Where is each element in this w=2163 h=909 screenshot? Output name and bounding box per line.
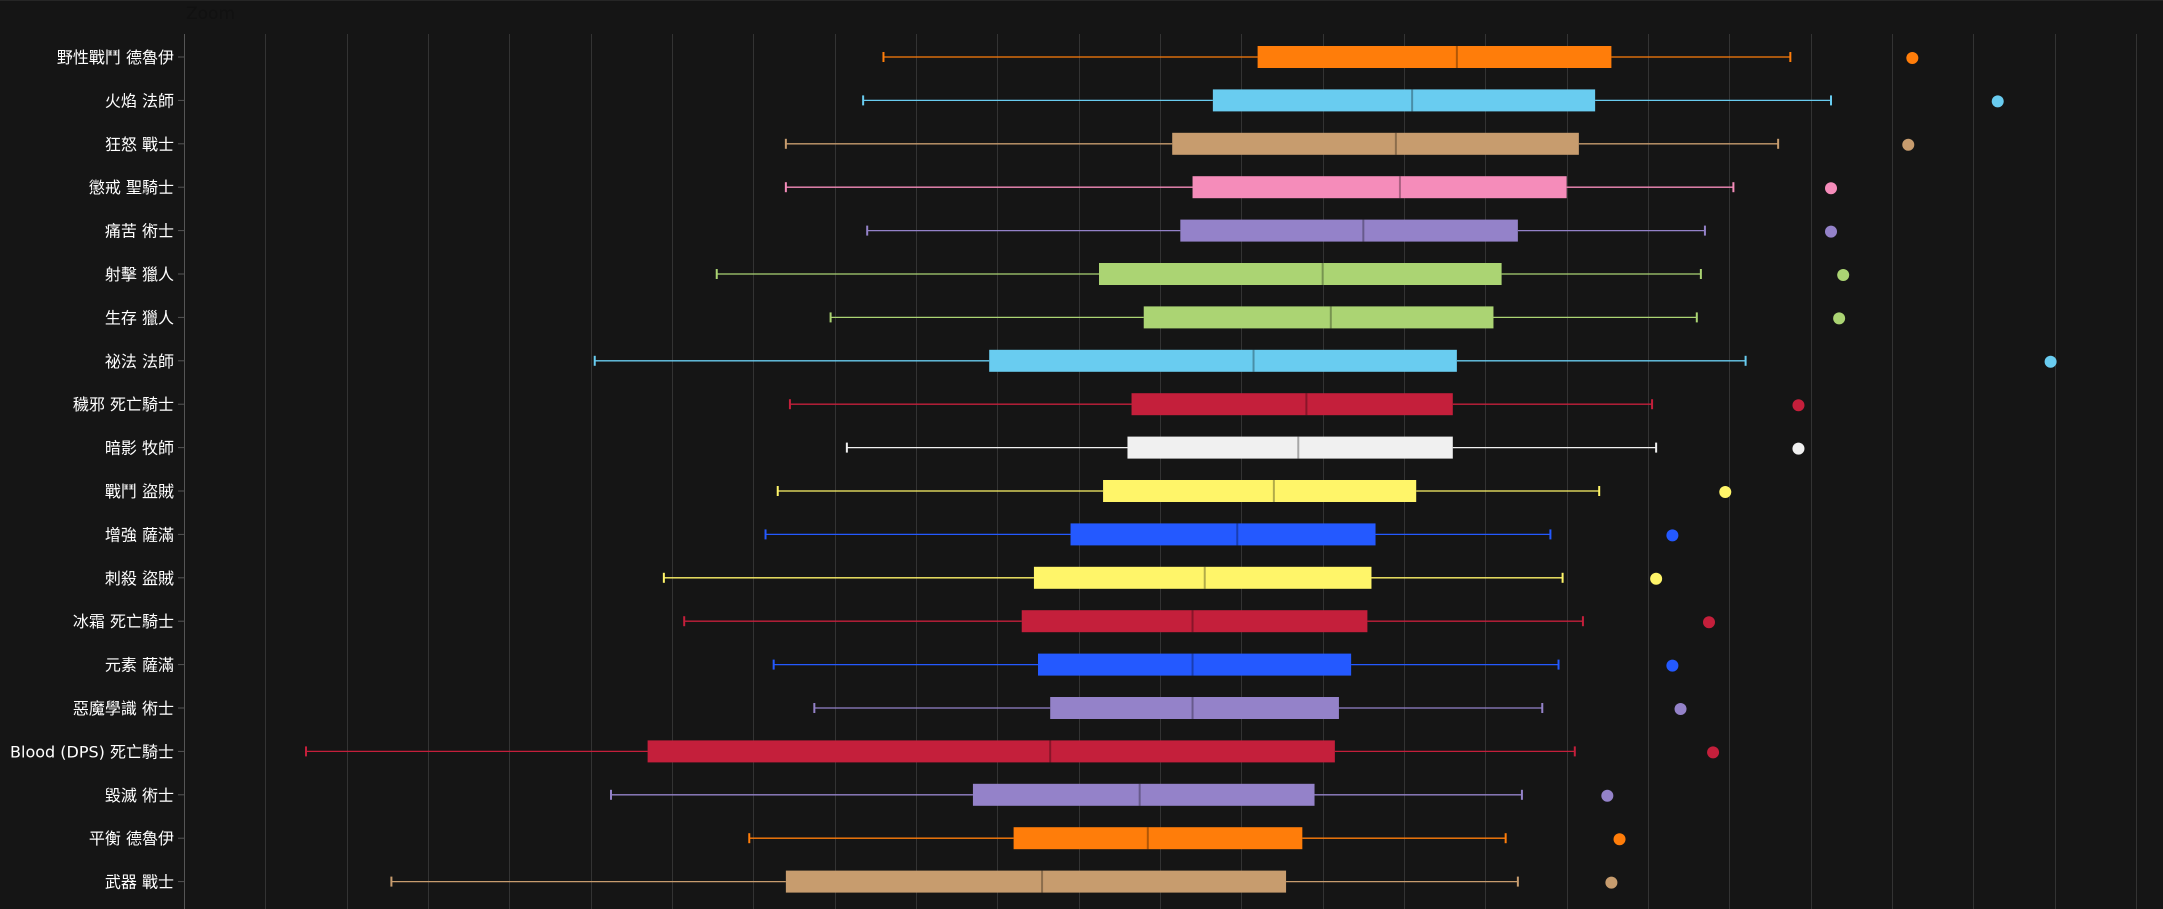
- box-iqr[interactable]: [1099, 263, 1502, 285]
- category-label: 刺殺 盜賊: [105, 569, 174, 588]
- category-label: 惡魔學識 術士: [73, 699, 174, 718]
- category-label: 狂怒 戰士: [105, 135, 174, 154]
- box-iqr[interactable]: [1212, 89, 1596, 112]
- outlier-point[interactable]: [1902, 138, 1915, 151]
- outlier-point[interactable]: [1613, 833, 1626, 846]
- grid-layer: [184, 34, 2137, 909]
- box-iqr[interactable]: [1033, 566, 1372, 589]
- box-iqr[interactable]: [1070, 523, 1376, 546]
- box-iqr[interactable]: [989, 349, 1457, 372]
- box-iqr[interactable]: [1127, 436, 1453, 459]
- box-iqr[interactable]: [1021, 610, 1368, 633]
- box-iqr[interactable]: [1131, 393, 1453, 416]
- outlier-point[interactable]: [1825, 182, 1837, 195]
- box-iqr[interactable]: [1050, 697, 1339, 719]
- box-iqr[interactable]: [1180, 219, 1518, 242]
- outlier-point[interactable]: [1837, 269, 1850, 281]
- outlier-point[interactable]: [1833, 312, 1846, 325]
- category-label: 野性戰鬥 德魯伊: [57, 48, 174, 67]
- outlier-point[interactable]: [1605, 876, 1618, 889]
- axis-layer: [178, 34, 185, 909]
- outlier-point[interactable]: [1906, 52, 1919, 64]
- category-label: Blood (DPS) 死亡騎士: [10, 742, 174, 761]
- outlier-point[interactable]: [1650, 572, 1663, 585]
- outlier-point[interactable]: [1792, 399, 1805, 412]
- box-iqr[interactable]: [1172, 132, 1579, 155]
- box-iqr[interactable]: [785, 870, 1287, 893]
- outlier-point[interactable]: [1666, 659, 1679, 672]
- box-iqr[interactable]: [1143, 306, 1494, 329]
- category-label: 火焰 法師: [105, 91, 174, 110]
- category-label: 祕法 法師: [105, 352, 174, 371]
- outlier-point[interactable]: [1666, 529, 1679, 542]
- category-label: 冰霜 死亡騎士: [73, 612, 174, 631]
- category-label: 元素 薩滿: [105, 656, 174, 675]
- outlier-point[interactable]: [1601, 789, 1614, 802]
- box-iqr[interactable]: [1013, 827, 1303, 850]
- category-label: 生存 獵人: [105, 308, 174, 327]
- outlier-point[interactable]: [1719, 486, 1732, 498]
- category-label: 痛苦 術士: [105, 222, 174, 241]
- box-iqr[interactable]: [1257, 46, 1612, 68]
- plot-layer: [305, 46, 2057, 893]
- category-label: 穢邪 死亡騎士: [73, 395, 174, 414]
- category-label: 懲戒 聖騎士: [89, 178, 174, 197]
- category-label: 平衡 德魯伊: [89, 829, 174, 848]
- outlier-point[interactable]: [1792, 442, 1805, 455]
- outlier-point[interactable]: [1825, 225, 1837, 238]
- box-iqr[interactable]: [1192, 176, 1567, 199]
- category-label: 射擊 獵人: [105, 265, 174, 284]
- outlier-point[interactable]: [2044, 355, 2057, 368]
- category-label: 毀滅 術士: [105, 786, 174, 805]
- box-iqr[interactable]: [972, 783, 1315, 806]
- zoom-button[interactable]: Zoom: [186, 4, 236, 24]
- outlier-point[interactable]: [1991, 95, 2004, 108]
- outlier-point[interactable]: [1674, 703, 1687, 715]
- top-divider: [0, 0, 2163, 1]
- outlier-point[interactable]: [1703, 616, 1715, 629]
- box-iqr[interactable]: [647, 740, 1335, 763]
- category-label: 戰鬥 盜賊: [105, 482, 174, 501]
- box-iqr[interactable]: [1103, 480, 1417, 502]
- box-iqr[interactable]: [1038, 653, 1352, 676]
- category-label: 暗影 牧師: [105, 439, 174, 458]
- category-label: 武器 戰士: [105, 873, 174, 892]
- outlier-point[interactable]: [1707, 746, 1720, 759]
- category-label: 增強 薩滿: [105, 525, 174, 544]
